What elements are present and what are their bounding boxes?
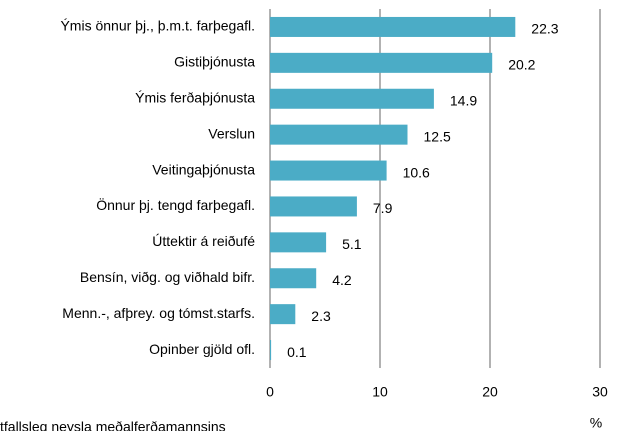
value-label: 22.3: [531, 21, 558, 37]
x-axis-label: %: [590, 415, 602, 431]
y-tick-label: Gistiþjónusta: [174, 54, 255, 70]
y-tick-label: Ýmis önnur þj., þ.m.t. farþegafl.: [60, 18, 255, 34]
x-tick-label: 0: [266, 384, 274, 400]
x-tick-label: 10: [372, 384, 388, 400]
value-label: 14.9: [450, 92, 477, 108]
y-tick-label: Veitingaþjónusta: [152, 161, 255, 177]
bar: [270, 340, 272, 361]
y-tick-label: Ýmis ferðaþjónusta: [135, 89, 255, 105]
bar: [270, 124, 408, 145]
bar: [270, 88, 434, 109]
bar: [270, 304, 296, 325]
value-label: 2.3: [311, 308, 331, 324]
x-tick-label: 20: [482, 384, 498, 400]
bar: [270, 196, 357, 217]
y-tick-label: Menn.-, afþrey. og tómst.starfs.: [62, 305, 255, 321]
x-tick-label: 30: [592, 384, 608, 400]
bar: [270, 268, 317, 289]
value-label: 20.2: [508, 57, 535, 73]
y-tick-label: Önnur þj. tengd farþegafl.: [96, 196, 255, 213]
bar: [270, 52, 493, 73]
value-label: 0.1: [287, 344, 307, 360]
value-label: 4.2: [332, 272, 352, 288]
y-tick-label: Opinber gjöld ofl.: [149, 341, 255, 357]
y-tick-label: Úttektir á reiðufé: [152, 233, 255, 249]
y-tick-label: Verslun: [208, 125, 255, 141]
value-label: 10.6: [403, 164, 430, 180]
bar: [270, 232, 327, 253]
value-label: 5.1: [342, 236, 362, 252]
y-tick-label: Bensín, viðg. og viðhald bifr.: [80, 269, 255, 285]
caption: tfallsleg neysla meðalferðamannsins: [0, 419, 226, 431]
value-label: 7.9: [373, 200, 393, 216]
value-label: 12.5: [424, 128, 451, 144]
bar: [270, 16, 516, 37]
bar: [270, 160, 387, 181]
